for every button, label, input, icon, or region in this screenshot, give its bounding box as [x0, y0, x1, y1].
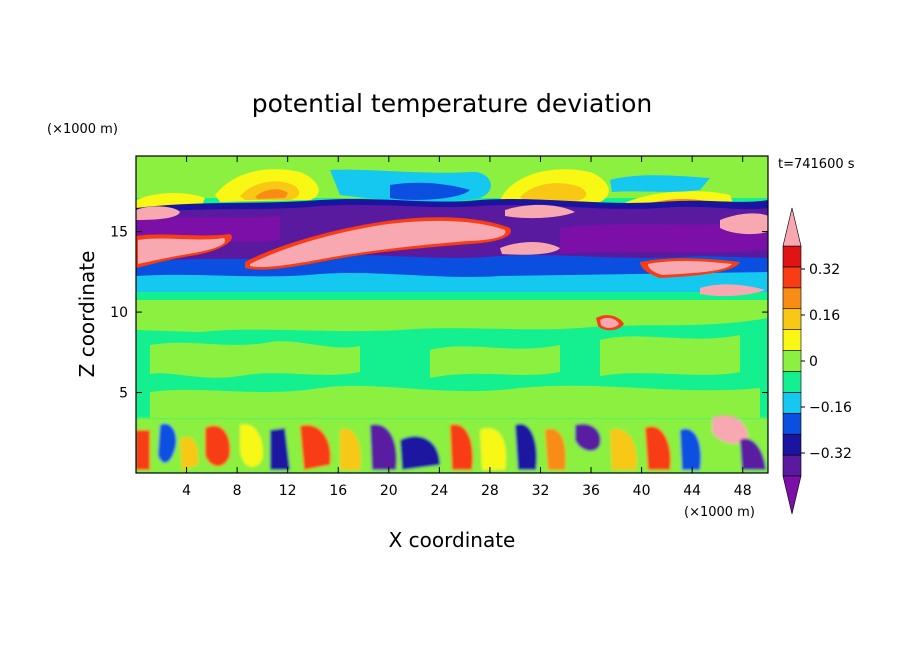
- x-tick-label: 48: [734, 483, 752, 499]
- colorbar-segment: [782, 433, 802, 456]
- colorbar-segment: [782, 454, 802, 477]
- y-axis: 5 10 15: [110, 225, 768, 402]
- y-axis-label: Z coordinate: [75, 251, 99, 378]
- colorbar-segment: [782, 412, 802, 435]
- upper-warm-filaments: [136, 204, 768, 331]
- upper-cold-layer: [136, 198, 768, 292]
- x-tick-label: 8: [233, 483, 242, 499]
- colorbar-segment: [782, 245, 802, 268]
- contour-field: [136, 156, 768, 473]
- x-tick-label: 40: [633, 483, 651, 499]
- colorbar-extend-top: [782, 207, 802, 247]
- boundary-layer: [136, 415, 768, 473]
- x-tick-label: 24: [430, 483, 448, 499]
- colorbar-segment: [782, 329, 802, 351]
- x-tick-label: 36: [582, 483, 600, 499]
- x-tick-label: 12: [279, 483, 297, 499]
- x-tick-label: 44: [683, 483, 701, 499]
- x-tick-label: 4: [182, 483, 191, 499]
- chart-title: potential temperature deviation: [252, 89, 652, 118]
- mid-level-warm-patches: [136, 300, 768, 418]
- x-axis: 4 8 12 16 20 24 28 32 36 40 44 48: [182, 156, 752, 499]
- colorbar: 0.32 0.16 0 −0.16 −0.32: [782, 207, 852, 515]
- time-label: t=741600 s: [778, 157, 855, 172]
- colorbar-tick-label: −0.16: [809, 400, 852, 416]
- x-tick-label: 32: [532, 483, 550, 499]
- colorbar-segment: [782, 287, 802, 310]
- colorbar-segment: [782, 350, 802, 372]
- colorbar-segment: [782, 308, 802, 330]
- colorbar-tick-label: 0.16: [809, 308, 840, 324]
- x-tick-label: 28: [481, 483, 499, 499]
- colorbar-segment: [782, 392, 802, 414]
- x-axis-label: X coordinate: [389, 528, 516, 552]
- y-tick-label: 10: [110, 305, 128, 321]
- colorbar-segment: [782, 371, 802, 393]
- x-unit-label: (×1000 m): [684, 505, 755, 520]
- colorbar-tick-label: −0.32: [809, 446, 852, 462]
- y-unit-label: (×1000 m): [47, 122, 118, 137]
- y-tick-label: 5: [119, 386, 128, 402]
- plot-frame: [135, 155, 769, 474]
- colorbar-tick-label: 0: [809, 354, 818, 370]
- colorbar-extend-bottom: [782, 475, 802, 515]
- x-tick-label: 16: [329, 483, 347, 499]
- y-tick-label: 15: [110, 225, 128, 241]
- colorbar-segment: [782, 266, 802, 289]
- x-tick-label: 20: [380, 483, 398, 499]
- colorbar-tick-label: 0.32: [809, 262, 840, 278]
